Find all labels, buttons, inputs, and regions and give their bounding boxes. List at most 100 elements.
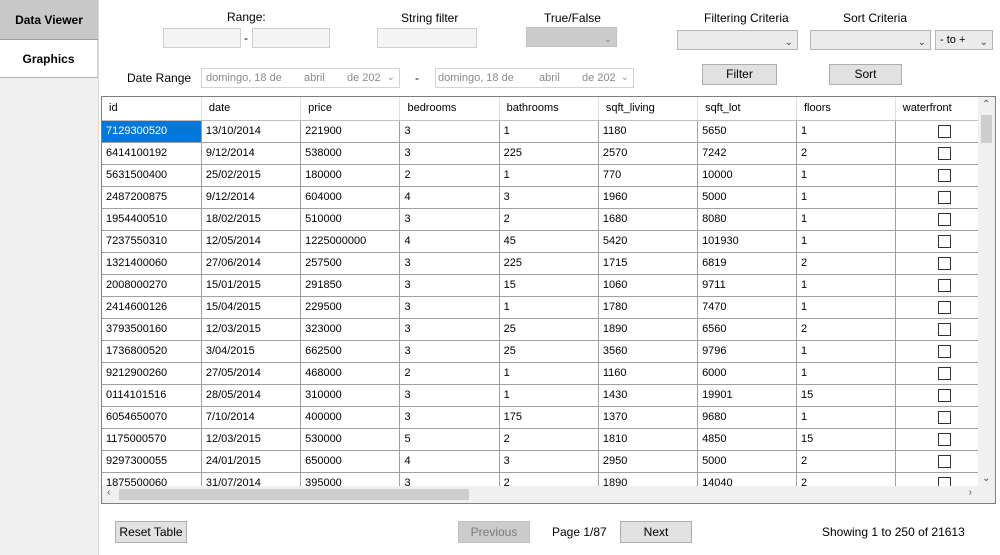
cell-price[interactable]: 323000 <box>300 318 401 341</box>
cell-price[interactable]: 538000 <box>300 142 401 165</box>
cell-price[interactable]: 662500 <box>300 340 401 363</box>
cell-bedrooms[interactable]: 3 <box>399 120 500 143</box>
cell-bedrooms[interactable]: 3 <box>399 208 500 231</box>
cell-date[interactable]: 28/05/2014 <box>201 384 302 407</box>
cell-bathrooms[interactable]: 225 <box>499 252 599 275</box>
table-row[interactable]: 1321400060 27/06/2014 257500 3 225 1715 6819 2 <box>102 252 995 275</box>
cell-floors[interactable]: 1 <box>796 230 896 253</box>
cell-bathrooms[interactable]: 2 <box>499 428 599 451</box>
table-row[interactable]: 1954400510 18/02/2015 510000 3 2 1680 8080 1 <box>102 208 995 231</box>
cell-id[interactable]: 0114101516 <box>102 384 202 407</box>
cell-date[interactable]: 12/03/2015 <box>201 318 302 341</box>
waterfront-checkbox[interactable] <box>937 388 951 402</box>
next-button[interactable]: Next <box>620 521 692 543</box>
cell-date[interactable]: 12/05/2014 <box>201 230 302 253</box>
cell-date[interactable]: 9/12/2014 <box>201 142 302 165</box>
cell-price[interactable]: 604000 <box>300 186 401 209</box>
cell-price[interactable]: 468000 <box>300 362 401 385</box>
cell-sqft-living[interactable]: 1060 <box>598 274 699 297</box>
cell-id[interactable]: 6054650070 <box>102 406 202 429</box>
cell-sqft-lot[interactable]: 9680 <box>697 406 797 429</box>
cell-id[interactable]: 5631500400 <box>102 164 202 187</box>
date-from-picker[interactable]: domingo, 18 de abril de 202 ⌄ <box>201 68 400 88</box>
cell-floors[interactable]: 2 <box>796 450 896 473</box>
cell-id[interactable]: 1321400060 <box>102 252 202 275</box>
cell-floors[interactable]: 2 <box>796 142 896 165</box>
cell-sqft-lot[interactable]: 8080 <box>697 208 797 231</box>
cell-floors[interactable]: 15 <box>796 384 896 407</box>
cell-sqft-lot[interactable]: 6000 <box>697 362 797 385</box>
waterfront-checkbox[interactable] <box>937 256 951 270</box>
cell-bathrooms[interactable]: 175 <box>499 406 599 429</box>
sort-criteria-select[interactable]: ⌄ <box>810 30 931 50</box>
cell-sqft-lot[interactable]: 7470 <box>697 296 797 319</box>
cell-sqft-lot[interactable]: 9711 <box>697 274 797 297</box>
cell-sqft-lot[interactable]: 4850 <box>697 428 797 451</box>
cell-bathrooms[interactable]: 1 <box>499 384 599 407</box>
cell-date[interactable]: 24/01/2015 <box>201 450 302 473</box>
column-header-bathrooms[interactable]: bathrooms <box>499 97 599 121</box>
cell-bedrooms[interactable]: 3 <box>399 296 500 319</box>
waterfront-checkbox[interactable] <box>937 278 951 292</box>
cell-price[interactable]: 310000 <box>300 384 401 407</box>
cell-price[interactable]: 650000 <box>300 450 401 473</box>
waterfront-checkbox[interactable] <box>937 410 951 424</box>
column-header-sqft-living[interactable]: sqft_living <box>598 97 699 121</box>
cell-bathrooms[interactable]: 25 <box>499 318 599 341</box>
waterfront-checkbox[interactable] <box>937 322 951 336</box>
cell-id[interactable]: 6414100192 <box>102 142 202 165</box>
column-header-bedrooms[interactable]: bedrooms <box>399 97 500 121</box>
cell-sqft-living[interactable]: 1160 <box>598 362 699 385</box>
table-row[interactable]: 2008000270 15/01/2015 291850 3 15 1060 9711 1 <box>102 274 995 297</box>
cell-price[interactable]: 257500 <box>300 252 401 275</box>
cell-price[interactable]: 229500 <box>300 296 401 319</box>
table-row[interactable]: 3793500160 12/03/2015 323000 3 25 1890 6560 2 <box>102 318 995 341</box>
cell-price[interactable]: 530000 <box>300 428 401 451</box>
cell-price[interactable]: 180000 <box>300 164 401 187</box>
sort-order-select[interactable]: - to + ⌄ <box>935 30 993 50</box>
waterfront-checkbox[interactable] <box>937 454 951 468</box>
table-row[interactable]: 6414100192 9/12/2014 538000 3 225 2570 7242 2 <box>102 142 995 165</box>
waterfront-checkbox[interactable] <box>937 432 951 446</box>
true-false-select[interactable]: ⌄ <box>526 27 617 47</box>
vertical-scrollbar[interactable]: ⌃ ⌄ <box>978 97 995 486</box>
cell-price[interactable]: 510000 <box>300 208 401 231</box>
cell-price[interactable]: 221900 <box>300 120 401 143</box>
cell-date[interactable]: 27/05/2014 <box>201 362 302 385</box>
cell-date[interactable]: 13/10/2014 <box>201 120 302 143</box>
cell-id[interactable]: 9297300055 <box>102 450 202 473</box>
cell-floors[interactable]: 15 <box>796 428 896 451</box>
cell-sqft-living[interactable]: 3560 <box>598 340 699 363</box>
cell-floors[interactable]: 1 <box>796 120 896 143</box>
table-row[interactable]: 0114101516 28/05/2014 310000 3 1 1430 19901 15 <box>102 384 995 407</box>
table-row[interactable]: 7237550310 12/05/2014 1225000000 4 45 5420 101… <box>102 230 995 253</box>
cell-sqft-lot[interactable]: 101930 <box>697 230 797 253</box>
cell-bedrooms[interactable]: 2 <box>399 164 500 187</box>
table-row[interactable]: 2414600126 15/04/2015 229500 3 1 1780 7470 1 <box>102 296 995 319</box>
cell-date[interactable]: 18/02/2015 <box>201 208 302 231</box>
scroll-up-icon[interactable]: ⌃ <box>982 99 991 110</box>
data-grid[interactable]: id date price bedrooms bathrooms sqft_li… <box>101 96 996 504</box>
cell-bathrooms[interactable]: 25 <box>499 340 599 363</box>
cell-bathrooms[interactable]: 15 <box>499 274 599 297</box>
cell-sqft-living[interactable]: 1430 <box>598 384 699 407</box>
cell-date[interactable]: 15/04/2015 <box>201 296 302 319</box>
cell-id[interactable]: 2487200875 <box>102 186 202 209</box>
cell-date[interactable]: 3/04/2015 <box>201 340 302 363</box>
cell-floors[interactable]: 2 <box>796 318 896 341</box>
table-row[interactable]: 7129300520 13/10/2014 221900 3 1 1180 5650 1 <box>102 120 995 143</box>
waterfront-checkbox[interactable] <box>937 168 951 182</box>
cell-bathrooms[interactable]: 3 <box>499 186 599 209</box>
cell-id[interactable]: 7129300520 <box>102 120 202 143</box>
cell-date[interactable]: 27/06/2014 <box>201 252 302 275</box>
cell-bathrooms[interactable]: 225 <box>499 142 599 165</box>
scroll-right-icon[interactable]: › <box>968 487 972 498</box>
waterfront-checkbox[interactable] <box>937 124 951 138</box>
horizontal-scroll-thumb[interactable] <box>119 489 469 500</box>
cell-sqft-living[interactable]: 770 <box>598 164 699 187</box>
cell-sqft-living[interactable]: 1960 <box>598 186 699 209</box>
cell-bedrooms[interactable]: 2 <box>399 362 500 385</box>
cell-sqft-lot[interactable]: 5000 <box>697 186 797 209</box>
cell-sqft-living[interactable]: 1680 <box>598 208 699 231</box>
cell-id[interactable]: 1736800520 <box>102 340 202 363</box>
